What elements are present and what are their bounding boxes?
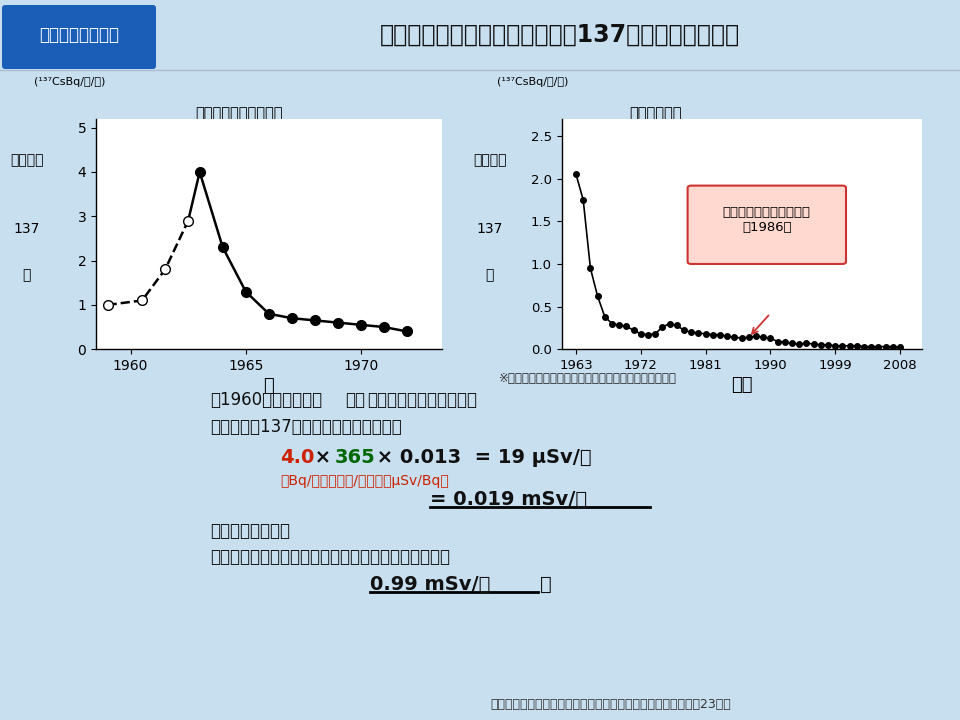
Text: 全国における: 全国における [629,106,682,121]
Text: 国内の日常食: 国内の日常食 [195,142,248,157]
Text: 出典：（公財）原子力安全研究協会「生活環境放射線」（平成23年）: 出典：（公財）原子力安全研究協会「生活環境放射線」（平成23年） [490,698,731,711]
Text: 大気圏内核実験時代の: 大気圏内核実験時代の [195,106,282,121]
Text: 量: 量 [486,269,493,282]
FancyBboxPatch shape [2,5,156,69]
Text: 中のCs-137の経年変化: 中のCs-137の経年変化 [703,142,820,157]
Text: が１年間食べ続けた場合: が１年間食べ続けた場合 [368,390,477,408]
Text: (¹³⁷CsBq/日/人): (¹³⁷CsBq/日/人) [34,76,106,86]
Text: ※２つの研究では試料採取の時期や場所が異なります。: ※２つの研究では試料採取の時期や場所が異なります。 [499,372,677,385]
Text: 食品中の自然放射線による年間の内部被ばく線量は: 食品中の自然放射線による年間の内部被ばく線量は [210,549,450,567]
Text: 日常食: 日常食 [629,142,655,157]
Text: 放射線医学総合研究所調べ: 放射線医学総合研究所調べ [195,184,285,197]
Text: ＊: ＊ [540,575,552,594]
Text: セシウム: セシウム [473,153,506,167]
Text: 日本分析センター調べ: 日本分析センター調べ [709,184,784,197]
Text: 事故以前からの食品中セシウム137濃度の経時的推移: 事故以前からの食品中セシウム137濃度の経時的推移 [380,23,740,47]
Text: = 0.019 mSv/年: = 0.019 mSv/年 [430,490,588,510]
Text: × 0.013  = 19 μSv/年: × 0.013 = 19 μSv/年 [370,449,591,467]
Text: ・　（日本平均）: ・ （日本平均） [210,523,290,540]
Text: （Bq/日）　（日/年）　（μSv/Bq）: （Bq/日） （日/年） （μSv/Bq） [280,474,448,488]
FancyBboxPatch shape [687,186,846,264]
X-axis label: 年: 年 [263,377,275,395]
Text: 365: 365 [335,449,375,467]
Text: ・は年度毎の中央値: ・は年度毎の中央値 [709,217,777,230]
Text: 137: 137 [13,222,40,236]
Text: 中のCs-137量: 中のCs-137量 [320,142,401,157]
Text: 成人: 成人 [346,390,366,408]
X-axis label: 年度: 年度 [731,376,753,394]
Text: 身の回りの放射線: 身の回りの放射線 [39,26,119,44]
Text: 4.0: 4.0 [280,449,314,467]
Text: セシウム: セシウム [11,153,43,167]
Text: ×: × [308,449,338,467]
Text: (¹³⁷CsBq/日/人): (¹³⁷CsBq/日/人) [496,76,568,86]
Text: セシウム137からの内部被ばく線量は: セシウム137からの内部被ばく線量は [210,418,401,436]
Text: 137: 137 [476,222,503,236]
Text: チェルノブイリ原発事故
（1986）: チェルノブイリ原発事故 （1986） [723,206,811,234]
Text: ・1960年代の食事を: ・1960年代の食事を [210,390,323,408]
Text: 量: 量 [23,269,31,282]
Text: 0.99 mSv/年: 0.99 mSv/年 [370,575,491,594]
